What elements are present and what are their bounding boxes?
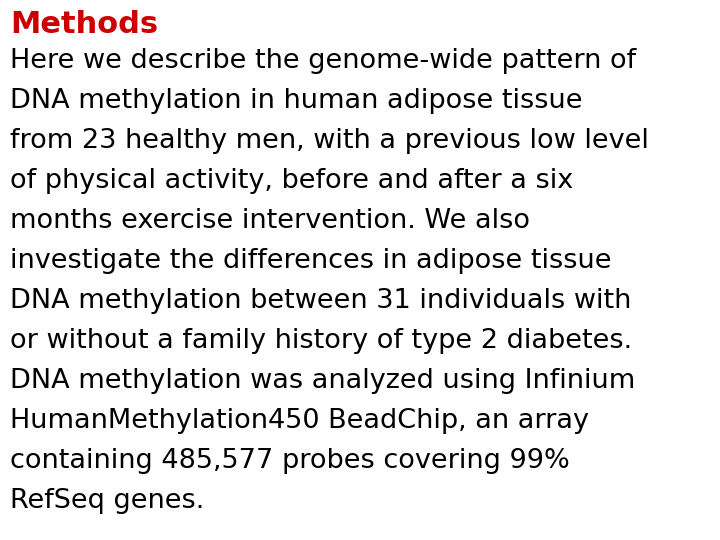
Text: DNA methylation in human adipose tissue: DNA methylation in human adipose tissue [10, 88, 582, 114]
Text: from 23 healthy men, with a previous low level: from 23 healthy men, with a previous low… [10, 128, 649, 154]
Text: months exercise intervention. We also: months exercise intervention. We also [10, 208, 530, 234]
Text: investigate the differences in adipose tissue: investigate the differences in adipose t… [10, 248, 611, 274]
Text: or without a family history of type 2 diabetes.: or without a family history of type 2 di… [10, 328, 632, 354]
Text: containing 485,577 probes covering 99%: containing 485,577 probes covering 99% [10, 448, 570, 474]
Text: Methods: Methods [10, 10, 158, 39]
Text: of physical activity, before and after a six: of physical activity, before and after a… [10, 168, 573, 194]
Text: DNA methylation between 31 individuals with: DNA methylation between 31 individuals w… [10, 288, 631, 314]
Text: DNA methylation was analyzed using Infinium: DNA methylation was analyzed using Infin… [10, 368, 635, 394]
Text: RefSeq genes.: RefSeq genes. [10, 488, 204, 514]
Text: Here we describe the genome-wide pattern of: Here we describe the genome-wide pattern… [10, 48, 636, 74]
Text: HumanMethylation450 BeadChip, an array: HumanMethylation450 BeadChip, an array [10, 408, 589, 434]
